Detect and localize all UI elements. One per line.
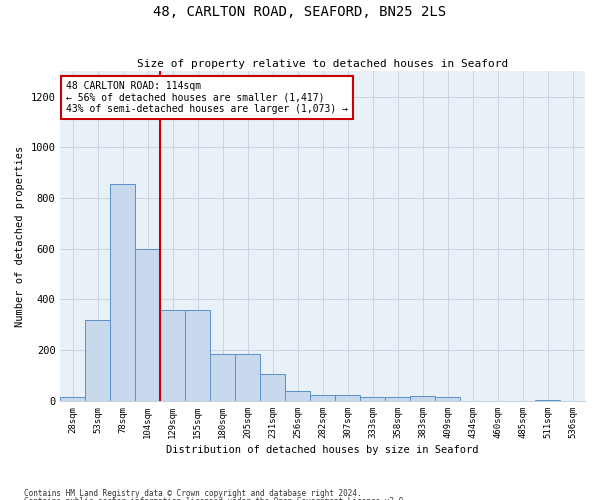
Bar — [385, 397, 410, 401]
X-axis label: Distribution of detached houses by size in Seaford: Distribution of detached houses by size … — [166, 445, 479, 455]
Bar — [335, 394, 360, 401]
Bar — [210, 354, 235, 401]
Text: 48, CARLTON ROAD, SEAFORD, BN25 2LS: 48, CARLTON ROAD, SEAFORD, BN25 2LS — [154, 5, 446, 19]
Bar — [260, 374, 285, 401]
Bar — [110, 184, 136, 401]
Title: Size of property relative to detached houses in Seaford: Size of property relative to detached ho… — [137, 59, 508, 69]
Bar — [435, 397, 460, 401]
Text: Contains HM Land Registry data © Crown copyright and database right 2024.: Contains HM Land Registry data © Crown c… — [24, 488, 362, 498]
Bar — [160, 310, 185, 401]
Bar — [285, 391, 310, 401]
Bar — [61, 397, 85, 401]
Bar — [185, 310, 210, 401]
Bar — [235, 354, 260, 401]
Bar — [360, 397, 385, 401]
Bar — [85, 320, 110, 401]
Bar — [310, 394, 335, 401]
Text: 48 CARLTON ROAD: 114sqm
← 56% of detached houses are smaller (1,417)
43% of semi: 48 CARLTON ROAD: 114sqm ← 56% of detache… — [65, 81, 347, 114]
Text: Contains public sector information licensed under the Open Government Licence v3: Contains public sector information licen… — [24, 497, 408, 500]
Y-axis label: Number of detached properties: Number of detached properties — [15, 146, 25, 326]
Bar — [136, 248, 160, 401]
Bar — [535, 400, 560, 401]
Bar — [410, 396, 435, 401]
